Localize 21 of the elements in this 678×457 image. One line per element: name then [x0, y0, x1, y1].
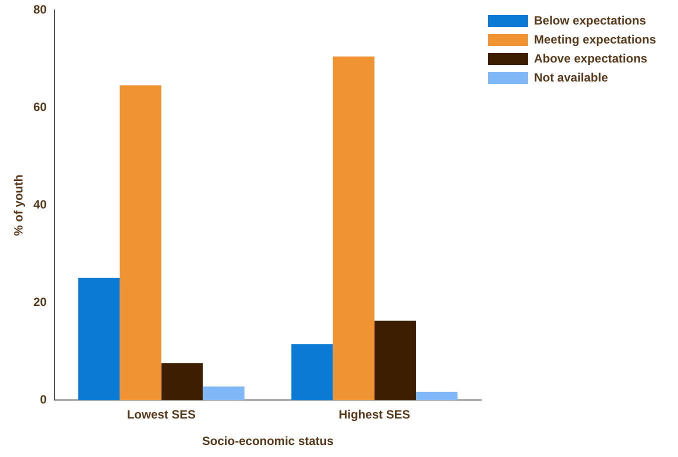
legend-label: Above expectations [534, 51, 648, 66]
bar [161, 363, 203, 400]
y-tick-label: 20 [33, 295, 48, 310]
legend-label: Below expectations [534, 13, 646, 28]
bar [291, 344, 333, 400]
y-axis-title: % of youth [12, 174, 26, 236]
bar [202, 386, 244, 400]
y-tick-label: 0 [40, 392, 48, 407]
x-tick-label: Highest SES [338, 408, 410, 422]
y-tick-label: 60 [33, 100, 48, 114]
x-tick-label: Lowest SES [126, 408, 196, 422]
bar [374, 320, 416, 400]
y-tick-label: 40 [33, 198, 48, 212]
bar [416, 392, 458, 400]
legend-label: Not available [534, 70, 608, 84]
bar [120, 85, 162, 400]
y-tick-label: 80 [33, 2, 48, 17]
legend-label: Meeting expectations [534, 32, 656, 46]
x-axis-title: Socio-economic status [202, 434, 334, 448]
bar [78, 278, 120, 400]
bar [332, 56, 374, 400]
